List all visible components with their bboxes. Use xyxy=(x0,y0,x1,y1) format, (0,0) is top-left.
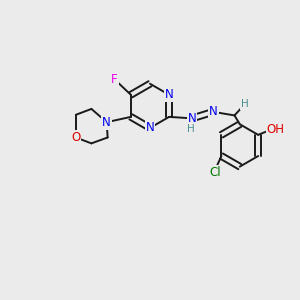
Text: N: N xyxy=(188,112,197,125)
Text: N: N xyxy=(165,88,173,101)
Text: N: N xyxy=(102,116,111,129)
Text: OH: OH xyxy=(267,123,285,136)
Text: O: O xyxy=(71,131,80,144)
Text: N: N xyxy=(209,105,218,119)
Text: N: N xyxy=(146,122,154,134)
Text: H: H xyxy=(241,99,249,109)
Text: Cl: Cl xyxy=(209,166,221,179)
Text: F: F xyxy=(111,73,118,86)
Text: H: H xyxy=(187,124,194,134)
